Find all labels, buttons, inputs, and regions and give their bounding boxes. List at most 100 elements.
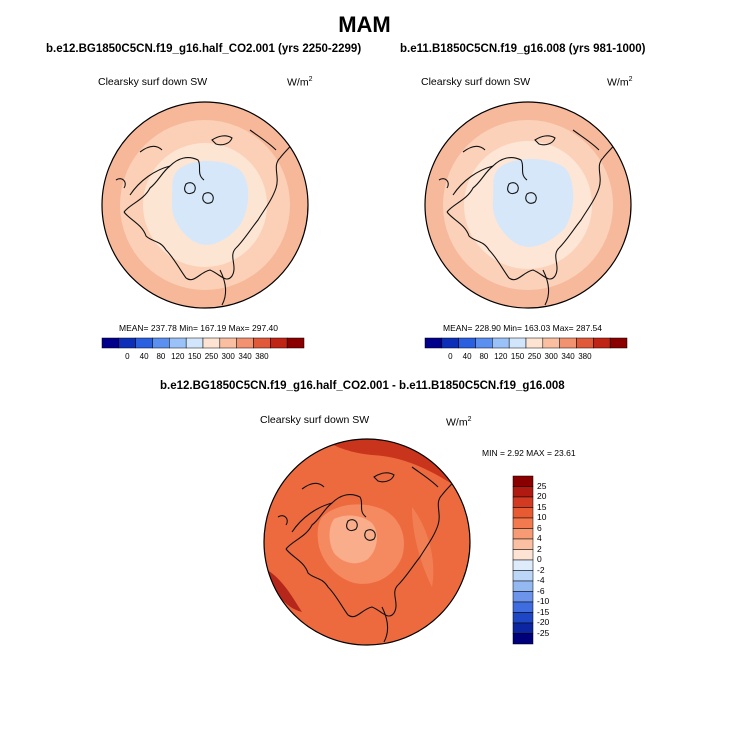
right-units-label: W/m2: [607, 76, 633, 89]
diff-map-coastlines: [277, 466, 461, 643]
diff-colorbar-tick-label: -2: [537, 564, 545, 575]
diff-colorbar-box: [512, 496, 534, 508]
right-colorbar-box: [492, 337, 510, 349]
right-colorbar-tick-label: 250: [527, 352, 542, 361]
right-panel-title: b.e11.B1850C5CN.f19_g16.008 (yrs 981-100…: [400, 43, 646, 55]
diff-colorbar-tick-label: -20: [537, 617, 550, 627]
left-colorbar-tick-label: 40: [139, 352, 149, 361]
diff-colorbar-tick-label: -6: [537, 585, 545, 596]
diff-colorbar-box: [512, 528, 534, 540]
right-colorbar-box: [424, 337, 443, 349]
right-colorbar-box: [441, 337, 459, 349]
left-colorbar-tick-label: 250: [204, 352, 219, 361]
left-colorbar-box: [152, 337, 170, 349]
diff-colorbar-box: [512, 517, 534, 529]
diff-colorbar: [512, 475, 534, 645]
figure-title: MAM: [338, 12, 391, 37]
diff-panel-title: b.e12.BG1850C5CN.f19_g16.half_CO2.001 - …: [160, 380, 565, 392]
diff-map: [263, 438, 471, 646]
left-colorbar-tick-label: 300: [221, 352, 235, 361]
right-stats: MEAN= 228.90 Min= 163.03 Max= 287.54: [443, 323, 603, 333]
left-colorbar-box: [135, 337, 153, 349]
left-colorbar-box: [286, 337, 305, 349]
diff-colorbar-box: [512, 507, 534, 519]
right-colorbar-box: [458, 337, 476, 349]
right-map: [424, 101, 632, 309]
diff-colorbar-tick-label: 6: [537, 522, 542, 533]
diff-colorbar-tick-label: -4: [537, 575, 545, 585]
right-colorbar-box: [576, 337, 594, 349]
left-colorbar-tick-label: 0: [125, 352, 130, 361]
left-colorbar-tick-label: 340: [238, 352, 252, 361]
left-colorbar-labels: 0 40 80 120 150 250 300 340 380: [102, 352, 304, 364]
diff-colorbar-box: [512, 538, 534, 550]
left-colorbar-tick-label: 380: [255, 352, 269, 361]
right-variable-label: Clearsky surf down SW: [421, 76, 531, 88]
diff-stats: MIN = 2.92 MAX = 23.61: [482, 448, 576, 458]
right-colorbar-box: [508, 337, 527, 349]
left-variable-label: Clearsky surf down SW: [98, 76, 208, 88]
left-colorbar-box: [185, 337, 204, 349]
right-colorbar: [424, 337, 628, 349]
diff-colorbar-box: [512, 570, 534, 582]
diff-colorbar-tick-label: 15: [537, 501, 547, 512]
left-colorbar-box: [202, 337, 221, 349]
left-units-label: W/m2: [287, 76, 313, 89]
diff-colorbar-tick-label: 25: [537, 480, 547, 491]
right-colorbar-tick-label: 0: [448, 352, 453, 361]
right-colorbar-tick-label: 120: [494, 352, 508, 361]
diff-colorbar-tick-label: -10: [537, 596, 550, 606]
right-map-coastlines: [438, 129, 622, 306]
left-colorbar-box: [253, 337, 271, 349]
diff-colorbar-box: [512, 486, 534, 498]
right-colorbar-box: [475, 337, 493, 349]
diff-map-right-band: [412, 507, 434, 587]
right-colorbar-tick-label: 380: [578, 352, 592, 361]
diff-colorbar-box: [512, 549, 534, 561]
right-colorbar-box: [609, 337, 628, 349]
right-colorbar-tick-label: 40: [462, 352, 472, 361]
diff-colorbar-box: [512, 591, 534, 603]
right-colorbar-tick-label: 150: [510, 352, 525, 361]
left-colorbar-box: [219, 337, 237, 349]
diff-colorbar-box: [512, 580, 534, 592]
left-colorbar: [101, 337, 305, 349]
diff-map-low-core: [329, 515, 377, 564]
diff-colorbar-box: [512, 612, 534, 624]
left-map: [101, 101, 309, 309]
right-colorbar-tick-label: 300: [544, 352, 558, 361]
right-colorbar-box: [559, 337, 577, 349]
diff-colorbar-box: [512, 601, 534, 613]
left-colorbar-tick-label: 80: [156, 352, 166, 361]
left-colorbar-tick-label: 150: [187, 352, 202, 361]
diff-colorbar-tick-label: 10: [537, 512, 547, 522]
diff-colorbar-labels: 25 20 15 10 6 4 2 0 -2 -4 -6 -10 -15 -20 -25: [537, 476, 567, 644]
left-colorbar-box: [236, 337, 254, 349]
right-colorbar-box: [525, 337, 544, 349]
diff-colorbar-box: [512, 475, 534, 487]
right-colorbar-box: [593, 337, 611, 349]
diff-colorbar-box: [512, 559, 534, 571]
right-colorbar-tick-label: 80: [479, 352, 489, 361]
right-colorbar-labels: 0 40 80 120 150 250 300 340 380: [425, 352, 627, 364]
left-panel-title: b.e12.BG1850C5CN.f19_g16.half_CO2.001 (y…: [46, 43, 362, 55]
diff-colorbar-box: [512, 622, 534, 634]
diff-variable-label: Clearsky surf down SW: [260, 414, 370, 426]
diff-colorbar-tick-label: -15: [537, 606, 550, 617]
diff-colorbar-tick-label: 0: [537, 554, 542, 564]
left-colorbar-box: [118, 337, 136, 349]
diff-units-label: W/m2: [446, 416, 472, 429]
diff-colorbar-tick-label: -25: [537, 627, 550, 638]
right-colorbar-box: [542, 337, 560, 349]
diff-colorbar-tick-label: 4: [537, 533, 542, 543]
left-colorbar-box: [101, 337, 120, 349]
diff-colorbar-tick-label: 20: [537, 491, 547, 501]
left-stats: MEAN= 237.78 Min= 167.19 Max= 297.40: [119, 323, 279, 333]
diff-colorbar-box: [512, 633, 534, 645]
left-colorbar-box: [270, 337, 288, 349]
diff-map-left-high: [264, 567, 302, 612]
right-colorbar-tick-label: 340: [561, 352, 575, 361]
left-colorbar-box: [169, 337, 187, 349]
diff-colorbar-tick-label: 2: [537, 543, 542, 554]
left-colorbar-tick-label: 120: [171, 352, 185, 361]
